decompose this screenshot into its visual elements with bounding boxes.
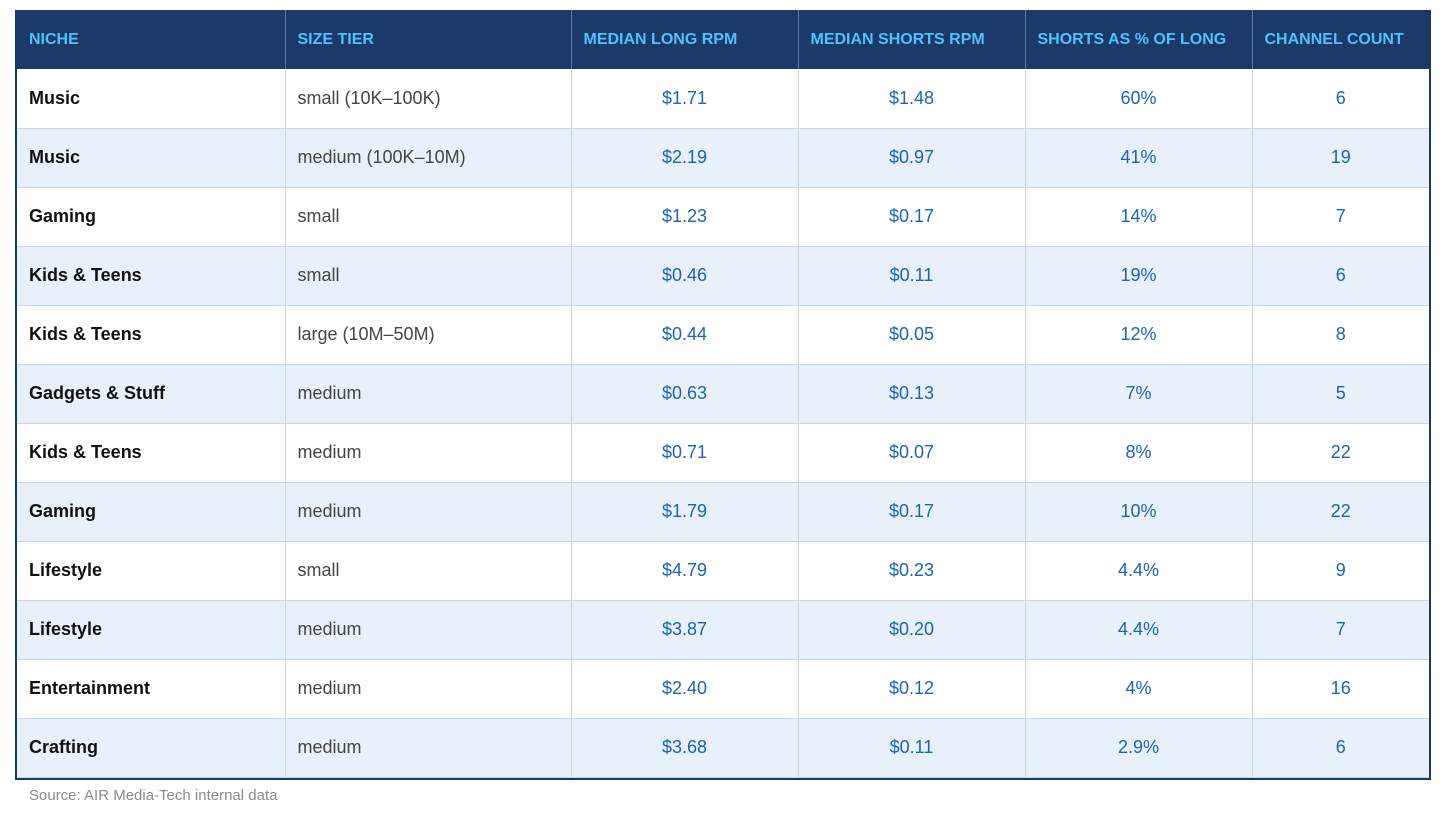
niche-cell: Gaming bbox=[17, 482, 286, 542]
table-row: Gadgets & Stuff medium $0.63 $0.13 7% 5 bbox=[17, 364, 1429, 424]
size-tier-cell: medium bbox=[285, 659, 572, 719]
shorts-percent-cell: 4.4% bbox=[1025, 600, 1253, 660]
median-long-rpm-cell: $0.63 bbox=[571, 364, 799, 424]
shorts-percent-cell: 2.9% bbox=[1025, 718, 1253, 778]
channel-count-cell: 9 bbox=[1252, 541, 1429, 601]
header-size-tier: SIZE TIER bbox=[285, 10, 572, 69]
table-row: Gaming small $1.23 $0.17 14% 7 bbox=[17, 187, 1429, 247]
channel-count-cell: 19 bbox=[1252, 128, 1429, 188]
median-long-rpm-cell: $3.87 bbox=[571, 600, 799, 660]
size-tier-cell: medium bbox=[285, 423, 572, 483]
median-long-rpm-cell: $0.44 bbox=[571, 305, 799, 365]
median-long-rpm-cell: $2.19 bbox=[571, 128, 799, 188]
median-long-rpm-cell: $3.68 bbox=[571, 718, 799, 778]
channel-count-cell: 7 bbox=[1252, 600, 1429, 660]
size-tier-cell: medium bbox=[285, 718, 572, 778]
median-shorts-rpm-cell: $0.13 bbox=[798, 364, 1026, 424]
niche-cell: Crafting bbox=[17, 718, 286, 778]
channel-count-cell: 6 bbox=[1252, 718, 1429, 778]
shorts-percent-cell: 8% bbox=[1025, 423, 1253, 483]
niche-cell: Lifestyle bbox=[17, 600, 286, 660]
shorts-percent-cell: 41% bbox=[1025, 128, 1253, 188]
shorts-percent-cell: 10% bbox=[1025, 482, 1253, 542]
size-tier-cell: medium bbox=[285, 482, 572, 542]
niche-cell: Kids & Teens bbox=[17, 305, 286, 365]
channel-count-cell: 6 bbox=[1252, 246, 1429, 306]
channel-count-cell: 6 bbox=[1252, 69, 1429, 129]
size-tier-cell: small (10K–100K) bbox=[285, 69, 572, 129]
source-note: Source: AIR Media-Tech internal data bbox=[29, 787, 278, 804]
shorts-percent-cell: 12% bbox=[1025, 305, 1253, 365]
median-long-rpm-cell: $0.71 bbox=[571, 423, 799, 483]
median-long-rpm-cell: $1.71 bbox=[571, 69, 799, 129]
channel-count-cell: 8 bbox=[1252, 305, 1429, 365]
header-median-shorts-rpm: MEDIAN SHORTS RPM bbox=[798, 10, 1026, 69]
header-median-long-rpm: MEDIAN LONG RPM bbox=[571, 10, 799, 69]
size-tier-cell: medium (100K–10M) bbox=[285, 128, 572, 188]
rpm-table: NICHE SIZE TIER MEDIAN LONG RPM MEDIAN S… bbox=[17, 10, 1429, 778]
median-shorts-rpm-cell: $0.05 bbox=[798, 305, 1026, 365]
median-shorts-rpm-cell: $0.17 bbox=[798, 187, 1026, 247]
channel-count-cell: 7 bbox=[1252, 187, 1429, 247]
median-shorts-rpm-cell: $0.07 bbox=[798, 423, 1026, 483]
median-shorts-rpm-cell: $0.17 bbox=[798, 482, 1026, 542]
shorts-percent-cell: 4.4% bbox=[1025, 541, 1253, 601]
header-niche: NICHE bbox=[17, 10, 286, 69]
median-shorts-rpm-cell: $0.20 bbox=[798, 600, 1026, 660]
table-body: Music small (10K–100K) $1.71 $1.48 60% 6 Music… bbox=[17, 69, 1429, 778]
table-row: Gaming medium $1.79 $0.17 10% 22 bbox=[17, 482, 1429, 542]
channel-count-cell: 16 bbox=[1252, 659, 1429, 719]
size-tier-cell: small bbox=[285, 187, 572, 247]
size-tier-cell: small bbox=[285, 541, 572, 601]
table-header-row: NICHE SIZE TIER MEDIAN LONG RPM MEDIAN S… bbox=[17, 10, 1429, 69]
shorts-percent-cell: 4% bbox=[1025, 659, 1253, 719]
niche-cell: Kids & Teens bbox=[17, 423, 286, 483]
median-long-rpm-cell: $4.79 bbox=[571, 541, 799, 601]
shorts-percent-cell: 19% bbox=[1025, 246, 1253, 306]
niche-cell: Music bbox=[17, 69, 286, 129]
shorts-percent-cell: 7% bbox=[1025, 364, 1253, 424]
table-row: Crafting medium $3.68 $0.11 2.9% 6 bbox=[17, 718, 1429, 778]
table-row: Lifestyle medium $3.87 $0.20 4.4% 7 bbox=[17, 600, 1429, 660]
niche-cell: Music bbox=[17, 128, 286, 188]
table-row: Music medium (100K–10M) $2.19 $0.97 41% 19 bbox=[17, 128, 1429, 188]
niche-cell: Kids & Teens bbox=[17, 246, 286, 306]
median-long-rpm-cell: $2.40 bbox=[571, 659, 799, 719]
median-long-rpm-cell: $1.79 bbox=[571, 482, 799, 542]
median-shorts-rpm-cell: $1.48 bbox=[798, 69, 1026, 129]
shorts-percent-cell: 14% bbox=[1025, 187, 1253, 247]
table-row: Music small (10K–100K) $1.71 $1.48 60% 6 bbox=[17, 69, 1429, 129]
niche-cell: Lifestyle bbox=[17, 541, 286, 601]
rpm-table-container: NICHE SIZE TIER MEDIAN LONG RPM MEDIAN S… bbox=[15, 10, 1431, 780]
shorts-percent-cell: 60% bbox=[1025, 69, 1253, 129]
channel-count-cell: 22 bbox=[1252, 482, 1429, 542]
niche-cell: Gadgets & Stuff bbox=[17, 364, 286, 424]
size-tier-cell: medium bbox=[285, 600, 572, 660]
median-shorts-rpm-cell: $0.11 bbox=[798, 718, 1026, 778]
table-row: Entertainment medium $2.40 $0.12 4% 16 bbox=[17, 659, 1429, 719]
median-long-rpm-cell: $0.46 bbox=[571, 246, 799, 306]
median-shorts-rpm-cell: $0.12 bbox=[798, 659, 1026, 719]
table-row: Lifestyle small $4.79 $0.23 4.4% 9 bbox=[17, 541, 1429, 601]
table-row: Kids & Teens large (10M–50M) $0.44 $0.05 12%… bbox=[17, 305, 1429, 365]
niche-cell: Gaming bbox=[17, 187, 286, 247]
header-channel-count: CHANNEL COUNT bbox=[1264, 30, 1404, 48]
channel-count-cell: 5 bbox=[1252, 364, 1429, 424]
median-shorts-rpm-cell: $0.23 bbox=[798, 541, 1026, 601]
median-shorts-rpm-cell: $0.11 bbox=[798, 246, 1026, 306]
median-shorts-rpm-cell: $0.97 bbox=[798, 128, 1026, 188]
niche-cell: Entertainment bbox=[17, 659, 286, 719]
median-long-rpm-cell: $1.23 bbox=[571, 187, 799, 247]
table-row: Kids & Teens medium $0.71 $0.07 8% 22 bbox=[17, 423, 1429, 483]
size-tier-cell: large (10M–50M) bbox=[285, 305, 572, 365]
channel-count-cell: 22 bbox=[1252, 423, 1429, 483]
size-tier-cell: small bbox=[285, 246, 572, 306]
size-tier-cell: medium bbox=[285, 364, 572, 424]
table-row: Kids & Teens small $0.46 $0.11 19% 6 bbox=[17, 246, 1429, 306]
header-shorts-percent: SHORTS AS % OF LONG bbox=[1025, 10, 1253, 69]
